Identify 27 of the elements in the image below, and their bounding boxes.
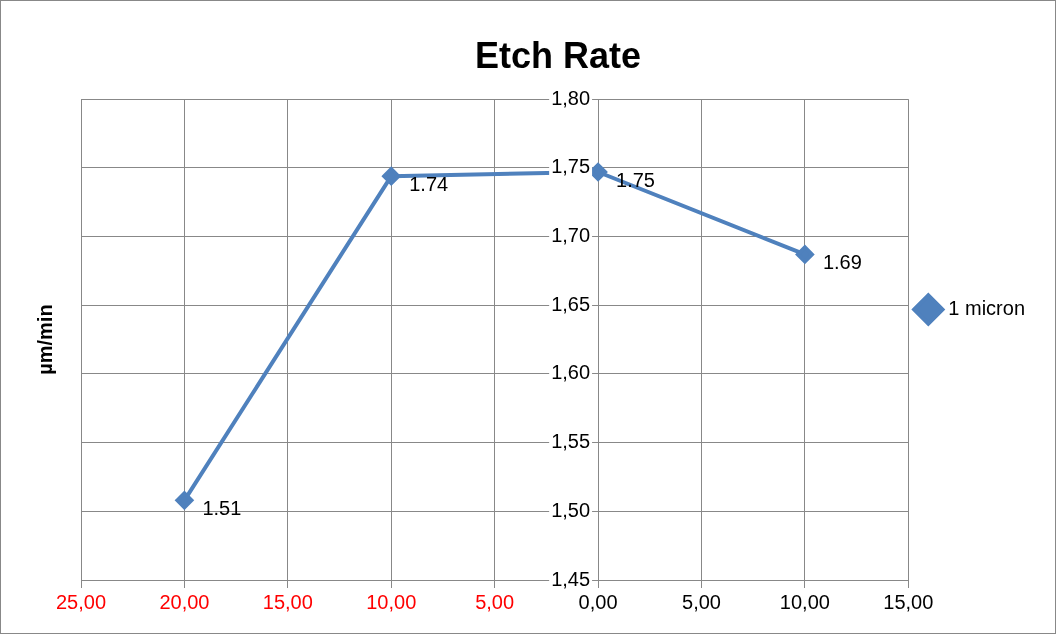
x-tick-label: 20,00 [159,590,210,613]
data-label: 1.75 [616,168,656,191]
x-tick-label: 5,00 [475,590,515,613]
y-tick-label: 1,70 [551,224,591,247]
point [175,491,194,510]
y-tick-label: 1,65 [551,292,591,315]
data-label: 1.74 [409,172,449,195]
y-tick-label: 1,50 [551,498,591,521]
x-tick-label: 5,00 [682,590,721,613]
x-tick-label: 15,00 [262,590,313,613]
data-label: 1.51 [202,496,242,519]
x-tick-label: 10,00 [366,590,417,613]
point [382,167,401,186]
y-tick-label: 1,80 [551,86,591,109]
legend-label: 1 micron [948,297,1026,320]
y-tick-label: 1,55 [551,430,591,453]
y-tick-label: 1,75 [551,155,591,178]
data-label: 1.69 [822,250,862,273]
x-tick-label: 10,00 [779,590,830,613]
y-axis-title: µm/min [33,304,56,375]
y-tick-label: 1,60 [551,361,591,384]
x-tick-label: 0,00 [578,590,618,613]
x-tick-label: 15,00 [883,590,934,613]
x-tick-label: 25,00 [55,590,107,613]
y-tick-label: 1,45 [551,567,591,590]
point [795,245,814,264]
chart-title: Etch Rate [474,34,642,76]
